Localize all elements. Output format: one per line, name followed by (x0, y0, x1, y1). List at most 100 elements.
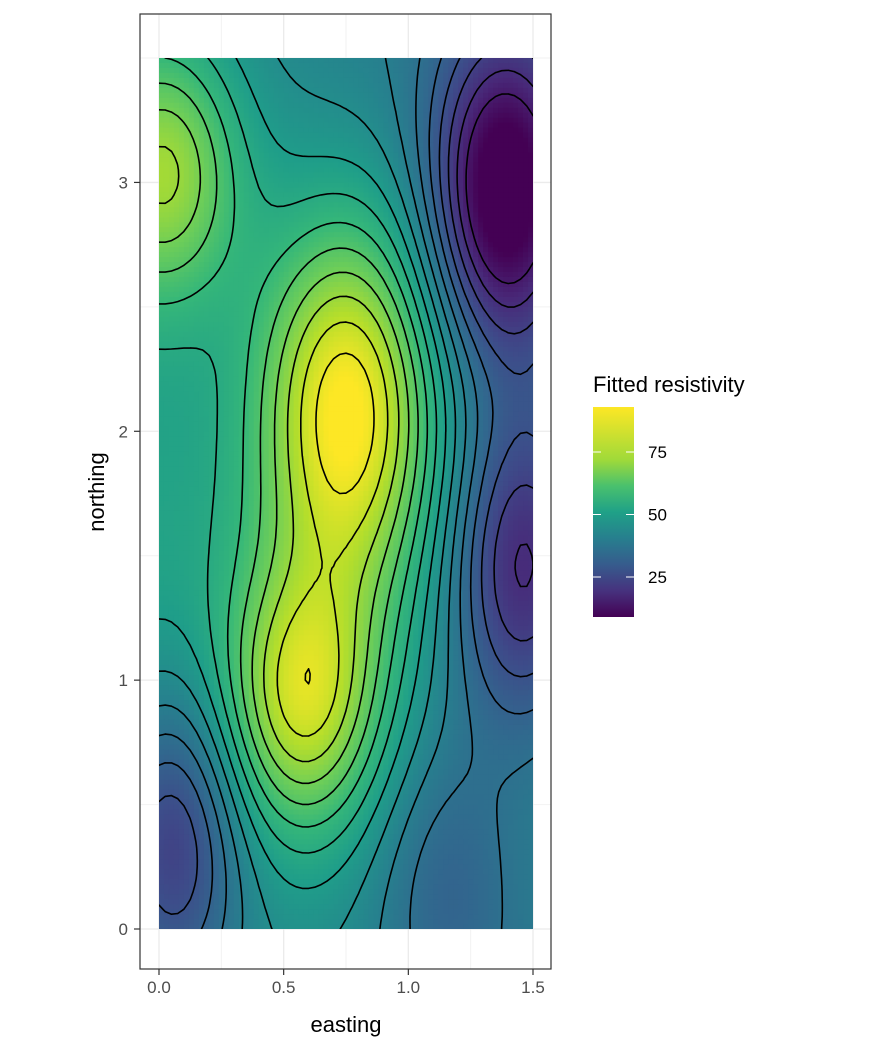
field-cell (283, 207, 290, 213)
field-cell (358, 267, 365, 273)
field-cell (173, 212, 180, 218)
field-cell (159, 252, 165, 258)
field-cell (488, 102, 494, 109)
field-cell (278, 217, 285, 223)
field-cell (178, 316, 185, 323)
field-cell (183, 316, 190, 323)
field-cell (248, 237, 255, 243)
field-cell (223, 316, 230, 323)
field-cell (288, 97, 295, 104)
field-cell (468, 232, 474, 238)
field-cell (198, 361, 205, 368)
field-cell (453, 112, 459, 119)
field-cell (363, 137, 370, 144)
field-cell (418, 62, 424, 69)
field-cell (188, 311, 195, 318)
field-cell (508, 361, 514, 368)
field-cell (448, 296, 454, 303)
field-cell (353, 177, 360, 184)
field-cell (518, 147, 524, 154)
field-cell (513, 137, 519, 144)
field-cell (253, 87, 260, 94)
field-cell (168, 102, 175, 109)
field-cell (203, 62, 210, 69)
field-cell (183, 102, 190, 109)
field-cell (313, 306, 320, 313)
field-cell (258, 87, 265, 94)
field-cell (408, 122, 414, 129)
field-cell (408, 62, 414, 69)
field-cell (343, 67, 350, 74)
field-cell (498, 187, 504, 193)
field-cell (233, 182, 240, 189)
field-cell (293, 326, 300, 333)
field-cell (408, 366, 414, 373)
field-cell (198, 147, 205, 154)
field-cell (463, 82, 469, 89)
field-cell (338, 217, 345, 223)
field-cell (253, 291, 260, 298)
field-cell (208, 291, 215, 298)
field-cell (233, 157, 240, 164)
field-cell (463, 132, 469, 139)
field-cell (238, 262, 245, 268)
field-cell (173, 127, 180, 134)
field-cell (528, 242, 533, 248)
field-cell (378, 212, 384, 218)
field-cell (253, 326, 260, 333)
field-cell (298, 321, 305, 328)
field-cell (263, 112, 270, 119)
field-cell (363, 77, 370, 84)
field-cell (328, 62, 335, 69)
field-cell (163, 267, 170, 273)
field-cell (523, 182, 529, 189)
field-cell (268, 157, 275, 164)
field-cell (448, 232, 454, 238)
field-cell (473, 326, 479, 333)
field-cell (378, 336, 384, 343)
field-cell (478, 97, 484, 104)
field-cell (478, 197, 484, 203)
field-cell (513, 122, 519, 129)
field-cell (243, 227, 250, 233)
field-cell (243, 117, 250, 124)
field-cell (253, 222, 260, 228)
field-cell (508, 331, 514, 338)
field-cell (463, 102, 469, 109)
field-cell (368, 172, 375, 179)
field-cell (518, 296, 524, 303)
field-cell (473, 157, 479, 164)
field-cell (288, 252, 295, 258)
field-cell (263, 62, 270, 69)
field-cell (258, 102, 265, 109)
field-cell (498, 366, 504, 373)
field-cell (318, 247, 325, 253)
field-cell (523, 117, 529, 124)
field-cell (293, 321, 300, 328)
field-cell (398, 127, 404, 134)
field-cell (328, 142, 335, 149)
field-cell (218, 132, 225, 139)
field-cell (333, 366, 340, 373)
field-cell (173, 311, 180, 318)
field-cell (253, 262, 260, 268)
field-cell (173, 102, 180, 109)
field-cell (228, 376, 235, 383)
field-cell (243, 207, 250, 213)
field-cell (358, 242, 365, 248)
field-cell (238, 142, 245, 149)
field-cell (383, 77, 389, 84)
field-cell (163, 366, 170, 373)
field-cell (238, 232, 245, 238)
field-cell (263, 67, 270, 74)
field-cell (378, 177, 384, 184)
field-cell (208, 346, 215, 353)
field-cell (403, 276, 409, 283)
field-cell (403, 177, 409, 184)
field-cell (243, 192, 250, 198)
field-cell (413, 172, 419, 179)
field-cell (183, 87, 190, 94)
field-cell (238, 192, 245, 198)
field-cell (283, 58, 290, 64)
field-cell (283, 167, 290, 174)
